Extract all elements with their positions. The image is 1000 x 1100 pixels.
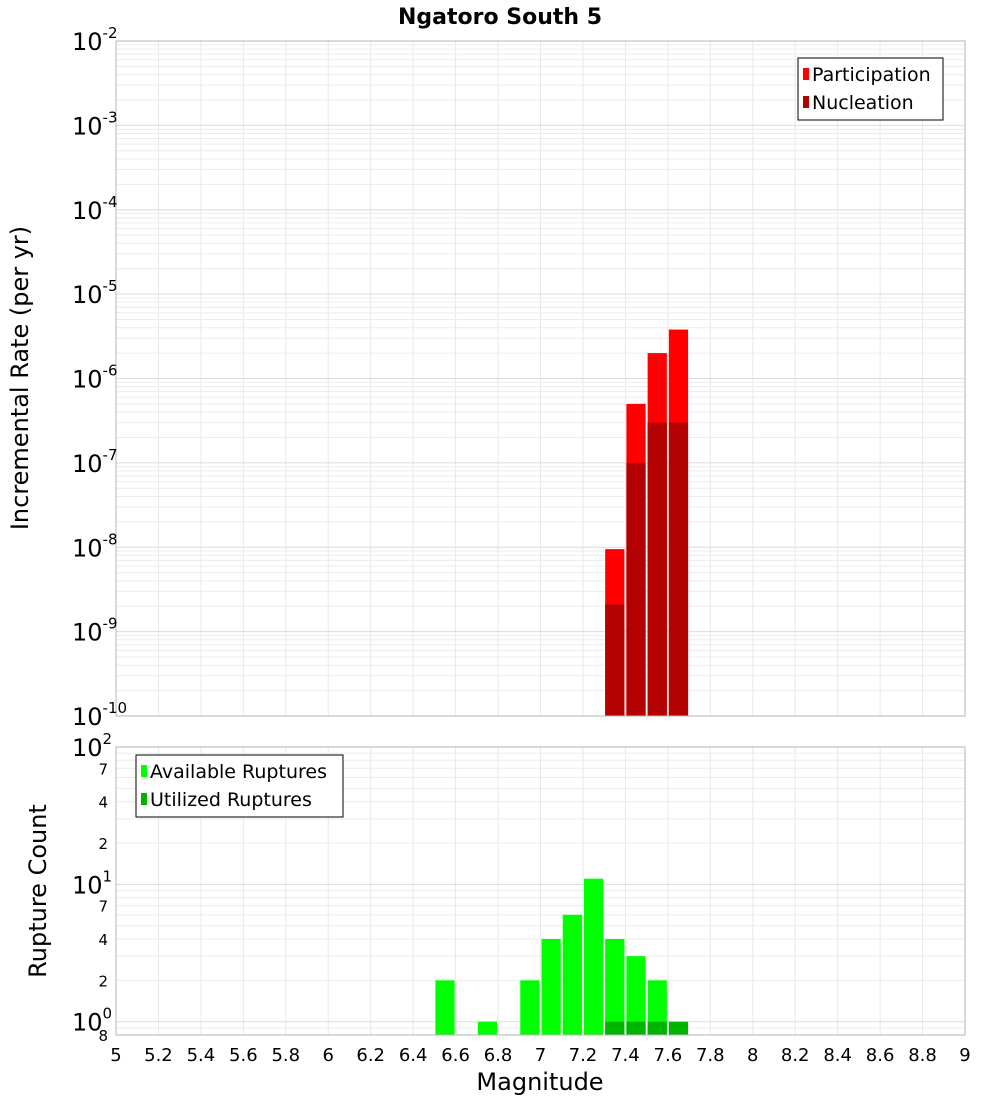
top-y-tick-label: 10-9 xyxy=(72,615,118,647)
rate-panel: 10-10 10-9 10-8 10-7 10-6 10-5 10-4 10-3 10-2 Par… xyxy=(72,24,966,731)
x-tick-label: 5 xyxy=(110,1045,121,1066)
x-tick-label: 6 xyxy=(323,1045,334,1066)
bottom-y-tick-label: 101 xyxy=(72,867,112,899)
bottom-legend-box xyxy=(135,754,344,818)
nucleation-bar xyxy=(605,604,625,716)
top-legend-swatch xyxy=(803,96,809,108)
bottom-y-minor-tick-label: 2 xyxy=(98,972,108,990)
x-tick-label: 6.8 xyxy=(484,1045,513,1066)
x-tick-label: 5.8 xyxy=(271,1045,300,1066)
x-tick-label: 8.8 xyxy=(908,1045,937,1066)
x-tick-label: 7.8 xyxy=(696,1045,725,1066)
bottom-y-tick-label: 100 xyxy=(72,1005,112,1037)
available-ruptures-bar xyxy=(435,980,455,1035)
utilized-ruptures-bar xyxy=(626,1021,646,1035)
x-tick-label: 9 xyxy=(959,1045,970,1066)
x-tick-label: 6.4 xyxy=(399,1045,428,1066)
top-legend-label: Nucleation xyxy=(812,92,914,114)
available-ruptures-bar xyxy=(605,939,625,1035)
bottom-y-axis-label: Rupture Count xyxy=(24,804,52,978)
top-y-tick-label: 10-7 xyxy=(72,446,118,478)
available-ruptures-bar xyxy=(583,878,604,1035)
x-tick-label: 6.2 xyxy=(356,1045,385,1066)
x-tick-label: 7.2 xyxy=(569,1045,598,1066)
top-y-tick-label: 10-10 xyxy=(72,699,127,731)
nucleation-bar xyxy=(647,422,667,716)
x-tick-label: 8 xyxy=(747,1045,758,1066)
bottom-plot-border xyxy=(115,746,966,1036)
x-tick-label: 8.4 xyxy=(823,1045,852,1066)
top-y-tick-label: 10-8 xyxy=(72,530,118,562)
x-tick-label: 8.6 xyxy=(866,1045,895,1066)
x-axis-label: Magnitude xyxy=(476,1068,603,1096)
bottom-y-minor-tick-label: 7 xyxy=(98,760,108,778)
x-tick-label: 7 xyxy=(535,1045,546,1066)
utilized-ruptures-bar xyxy=(668,1021,689,1035)
x-tick-label: 5.6 xyxy=(229,1045,258,1066)
bottom-y-minor-tick-label: 4 xyxy=(98,931,108,949)
nucleation-bar xyxy=(668,422,689,716)
top-y-tick-label: 10-5 xyxy=(72,277,118,309)
x-tick-label: 7.4 xyxy=(611,1045,640,1066)
top-legend-label: Participation xyxy=(812,64,931,86)
available-ruptures-bar xyxy=(626,956,646,1035)
top-plot-border xyxy=(115,40,966,717)
top-y-tick-label: 10-2 xyxy=(72,24,118,56)
top-y-tick-label: 10-4 xyxy=(72,193,118,225)
x-tick-label: 5.2 xyxy=(144,1045,173,1066)
available-ruptures-bar xyxy=(647,980,667,1035)
x-tick-label: 8.2 xyxy=(781,1045,810,1066)
chart-title: Ngatoro South 5 xyxy=(398,5,602,30)
nucleation-bar xyxy=(626,462,646,716)
utilized-ruptures-bar xyxy=(605,1021,625,1035)
utilized-ruptures-bar xyxy=(647,1021,667,1035)
available-ruptures-bar xyxy=(477,1021,498,1035)
bottom-y-minor-tick-label: 7 xyxy=(98,898,108,916)
top-legend-box xyxy=(797,57,944,121)
x-tick-label: 5.4 xyxy=(187,1045,216,1066)
bottom-legend-swatch xyxy=(141,793,147,805)
available-ruptures-bar xyxy=(541,939,561,1035)
bottom-y-minor-tick-label: 4 xyxy=(98,794,108,812)
bottom-y-minor-tick-label: 2 xyxy=(98,835,108,853)
available-ruptures-bar xyxy=(562,914,582,1035)
available-ruptures-bar xyxy=(520,980,540,1035)
bottom-y-tick-label: 102 xyxy=(72,730,112,762)
x-tick-label: 6.6 xyxy=(441,1045,470,1066)
bottom-legend-label: Available Ruptures xyxy=(150,761,327,783)
top-legend-swatch xyxy=(803,68,809,80)
bottom-y-minor-tick-label: 8 xyxy=(98,1027,108,1045)
x-tick-label: 7.6 xyxy=(654,1045,683,1066)
bottom-legend-swatch xyxy=(141,765,147,777)
top-y-tick-label: 10-3 xyxy=(72,108,118,140)
bottom-legend-label: Utilized Ruptures xyxy=(150,789,312,811)
top-y-axis-label: Incremental Rate (per yr) xyxy=(6,226,34,530)
top-y-tick-label: 10-6 xyxy=(72,362,118,394)
